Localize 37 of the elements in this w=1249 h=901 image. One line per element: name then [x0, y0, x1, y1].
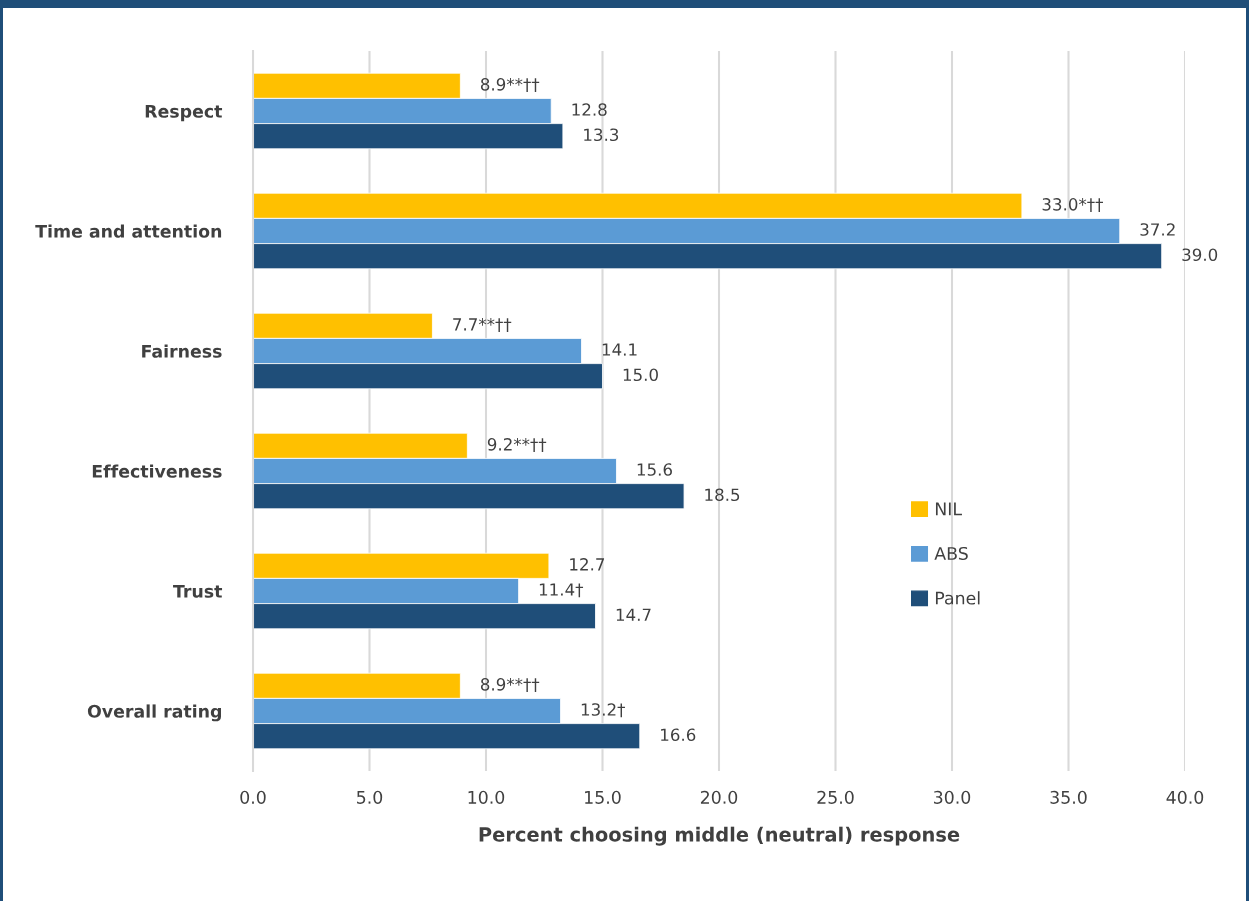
- y-tick-label: Respect: [145, 104, 223, 122]
- data-label: 33.0*††: [1042, 198, 1103, 212]
- y-tick-label: Trust: [173, 584, 223, 598]
- legend-label: ABS: [934, 546, 968, 561]
- data-label: 8.9**††: [480, 678, 540, 692]
- y-tick-label: Time and attention: [35, 224, 222, 238]
- data-label: 18.5: [705, 488, 740, 502]
- data-label: 13.2†: [581, 703, 625, 718]
- data-label: 14.1: [602, 343, 637, 356]
- y-tick-label: Fairness: [142, 344, 222, 358]
- x-tick-label: 35.0: [1050, 790, 1087, 804]
- data-label: 37.2: [1140, 223, 1175, 236]
- data-label: 8.9**††: [480, 78, 540, 92]
- legend-label: Panel: [935, 591, 980, 605]
- x-axis-title: Percent choosing middle (neutral) response: [479, 826, 960, 846]
- legend-label: NIL: [935, 502, 962, 516]
- data-label: 13.3: [584, 128, 619, 142]
- data-label: 16.6: [661, 728, 696, 742]
- x-tick-label: 5.0: [357, 790, 383, 804]
- x-tick-label: 25.0: [817, 790, 854, 804]
- x-tick-label: 20.0: [700, 790, 738, 804]
- data-label: 39.0: [1182, 248, 1218, 262]
- data-label: 9.2**††: [487, 438, 547, 452]
- data-label: 7.7**††: [453, 318, 512, 332]
- x-tick-label: 30.0: [934, 790, 971, 804]
- x-tick-label: 10.0: [468, 790, 505, 804]
- x-tick-label: 0.0: [240, 790, 266, 804]
- data-label: 12.7: [570, 558, 605, 571]
- data-label: 14.7: [616, 608, 651, 621]
- y-tick-label: Effectiveness: [92, 464, 222, 478]
- data-label: 11.4†: [539, 583, 584, 598]
- y-tick-label: Overall rating: [87, 704, 221, 722]
- data-label: 15.6: [637, 463, 672, 476]
- x-tick-label: 40.0: [1166, 790, 1204, 804]
- data-label: 15.0: [623, 368, 658, 382]
- data-label: 12.8: [572, 103, 607, 116]
- x-tick-label: 15.0: [585, 790, 621, 804]
